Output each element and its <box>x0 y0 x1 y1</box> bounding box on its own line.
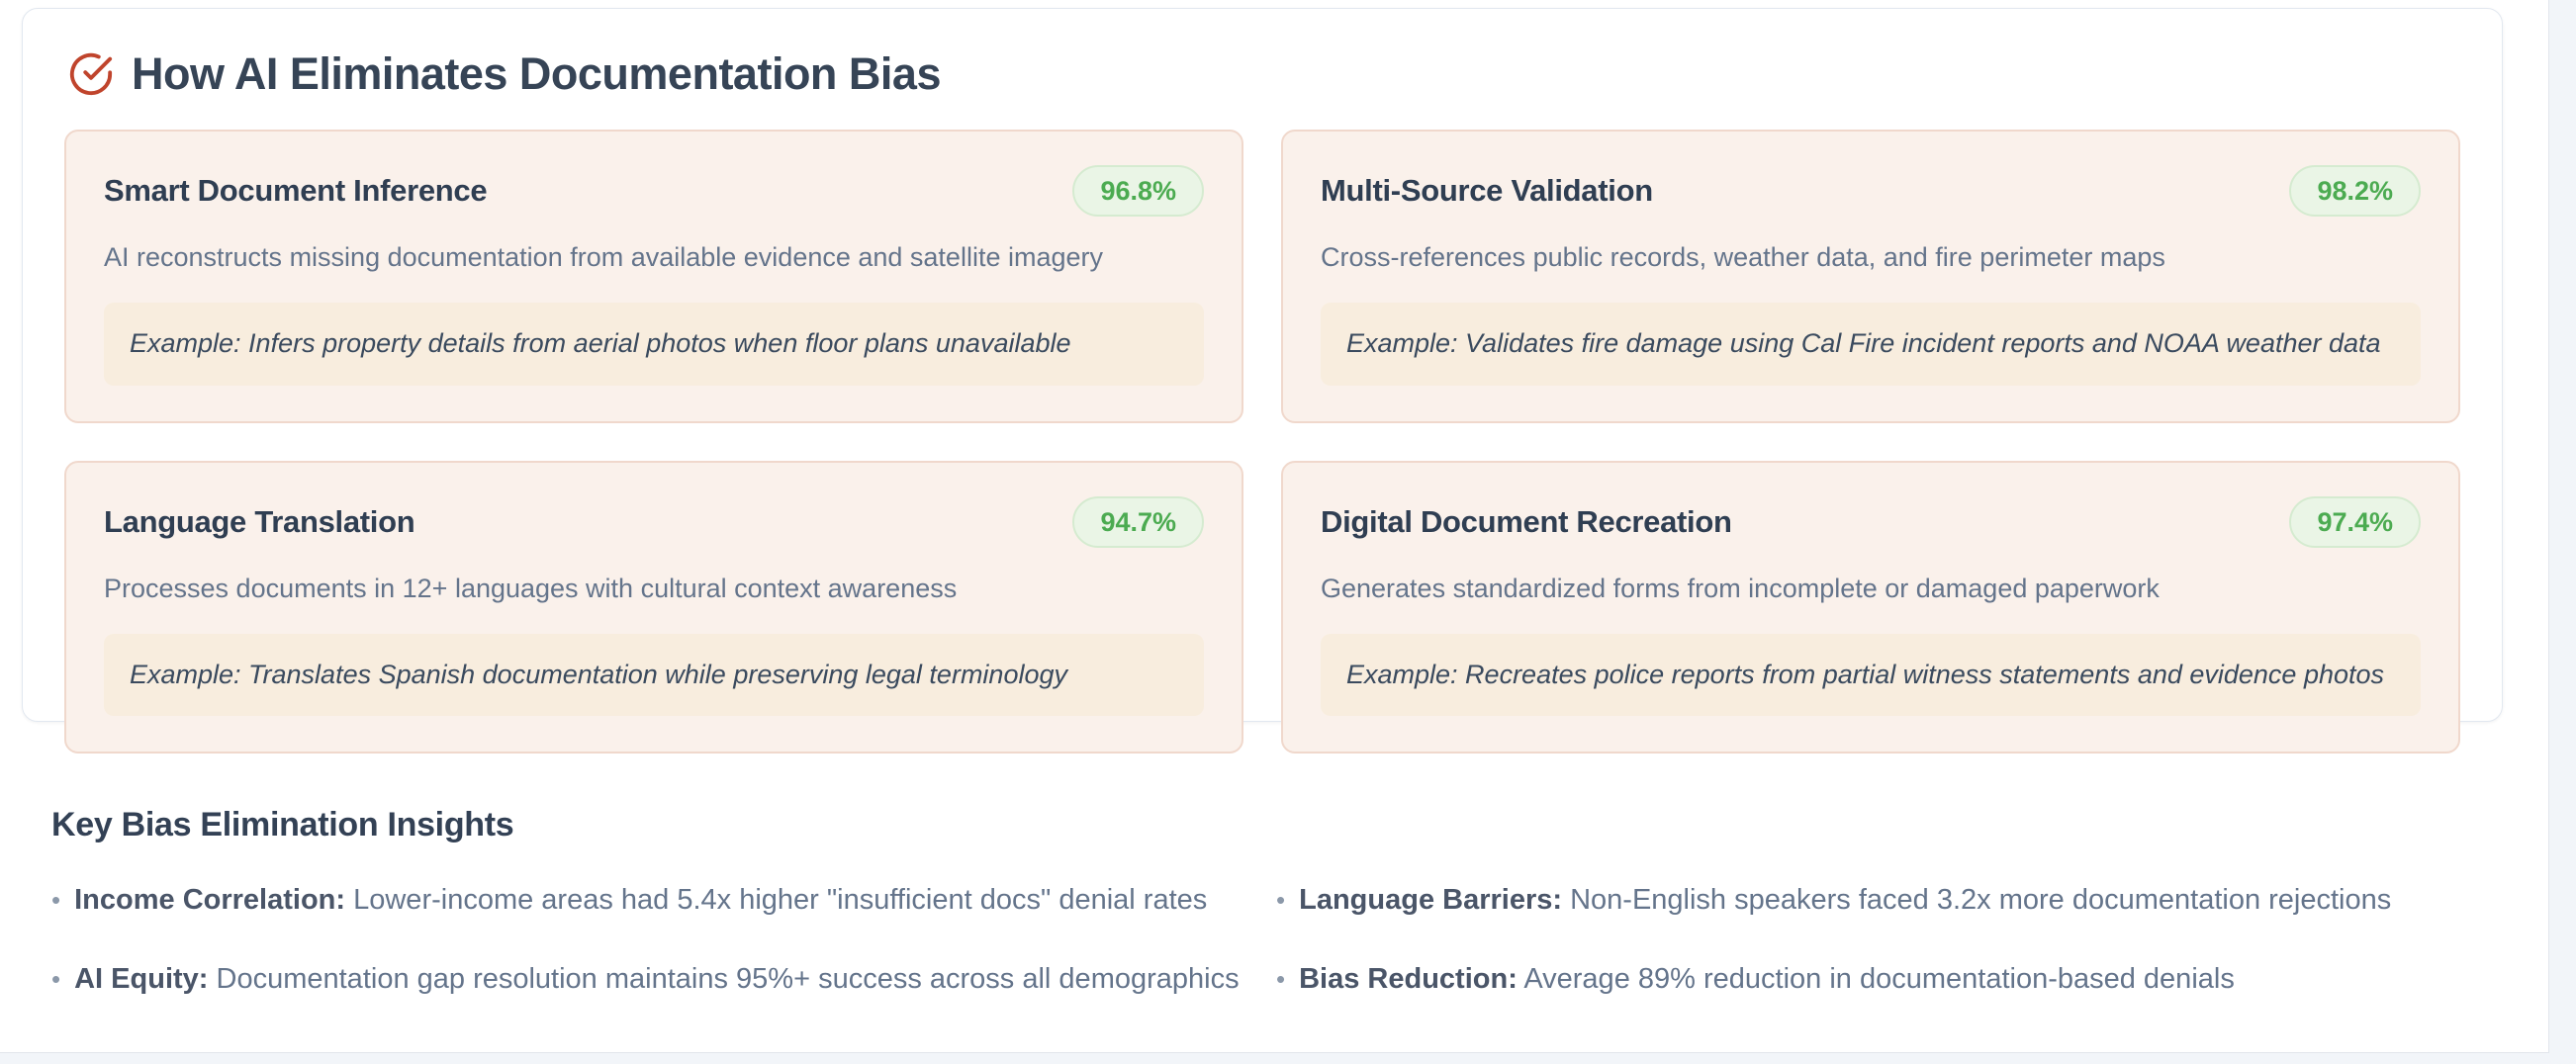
method-example: Example: Translates Spanish documentatio… <box>104 634 1204 717</box>
method-example: Example: Recreates police reports from p… <box>1321 634 2421 717</box>
methods-grid: Smart Document Inference 96.8% AI recons… <box>23 130 2502 754</box>
accuracy-badge: 96.8% <box>1072 165 1204 218</box>
module-header: How AI Eliminates Documentation Bias <box>23 9 2502 130</box>
bullet-icon: • <box>51 963 61 994</box>
insight-label: Language Barriers: <box>1299 884 1563 916</box>
method-description: Processes documents in 12+ languages wit… <box>104 573 958 603</box>
insight-income-correlation: • Income Correlation: Lower-income areas… <box>51 882 1276 920</box>
method-card-digital-document-recreation: Digital Document Recreation 97.4% Genera… <box>1281 460 2460 754</box>
insight-text: Documentation gap resolution maintains 9… <box>216 962 1240 995</box>
method-example: Example: Infers property details from ae… <box>104 303 1204 386</box>
insight-bias-reduction: • Bias Reduction: Average 89% reduction … <box>1276 961 2465 999</box>
insight-label: Income Correlation: <box>74 884 346 916</box>
method-name: Language Translation <box>104 503 415 539</box>
bullet-icon: • <box>1276 963 1286 994</box>
accuracy-badge: 94.7% <box>1072 495 1204 548</box>
key-insights-section: Key Bias Elimination Insights • Income C… <box>51 806 2465 998</box>
insights-title: Key Bias Elimination Insights <box>51 806 514 843</box>
method-card-language-translation: Language Translation 94.7% Processes doc… <box>64 460 1243 754</box>
method-name: Digital Document Recreation <box>1321 503 1732 539</box>
ai-bias-module-card: How AI Eliminates Documentation Bias Sma… <box>22 8 2503 754</box>
method-card-header: Language Translation 94.7% <box>104 495 1204 548</box>
method-description: AI reconstructs missing documentation fr… <box>104 242 1103 273</box>
method-description: Cross-references public records, weather… <box>1321 242 2165 273</box>
accuracy-badge: 98.2% <box>2289 165 2421 218</box>
insight-ai-equity: • AI Equity: Documentation gap resolutio… <box>51 961 1276 999</box>
bullet-icon: • <box>51 885 61 915</box>
insight-label: Bias Reduction: <box>1299 962 1518 995</box>
insight-label: AI Equity: <box>74 962 209 995</box>
method-description: Generates standardized forms from incomp… <box>1321 573 2160 603</box>
method-example: Example: Validates fire damage using Cal… <box>1321 303 2421 386</box>
method-card-header: Multi-Source Validation 98.2% <box>1321 165 2421 218</box>
accuracy-badge: 97.4% <box>2289 495 2421 548</box>
page-title: How AI Eliminates Documentation Bias <box>132 48 941 99</box>
insight-language-barriers: • Language Barriers: Non-English speaker… <box>1276 882 2465 920</box>
insight-text: Average 89% reduction in documentation-b… <box>1523 962 2235 995</box>
insights-grid: • Income Correlation: Lower-income areas… <box>51 882 2465 998</box>
method-name: Multi-Source Validation <box>1321 173 1653 209</box>
content-panel: How AI Eliminates Documentation Bias Sma… <box>0 0 2549 1053</box>
insight-text: Non-English speakers faced 3.2x more doc… <box>1570 884 2392 916</box>
method-card-header: Digital Document Recreation 97.4% <box>1321 495 2421 548</box>
insight-text: Lower-income areas had 5.4x higher "insu… <box>353 884 1208 916</box>
method-card-smart-document-inference: Smart Document Inference 96.8% AI recons… <box>64 130 1243 423</box>
check-circle-icon <box>69 52 113 96</box>
bullet-icon: • <box>1276 885 1286 915</box>
method-name: Smart Document Inference <box>104 173 488 209</box>
method-card-multi-source-validation: Multi-Source Validation 98.2% Cross-refe… <box>1281 130 2460 423</box>
method-card-header: Smart Document Inference 96.8% <box>104 165 1204 218</box>
